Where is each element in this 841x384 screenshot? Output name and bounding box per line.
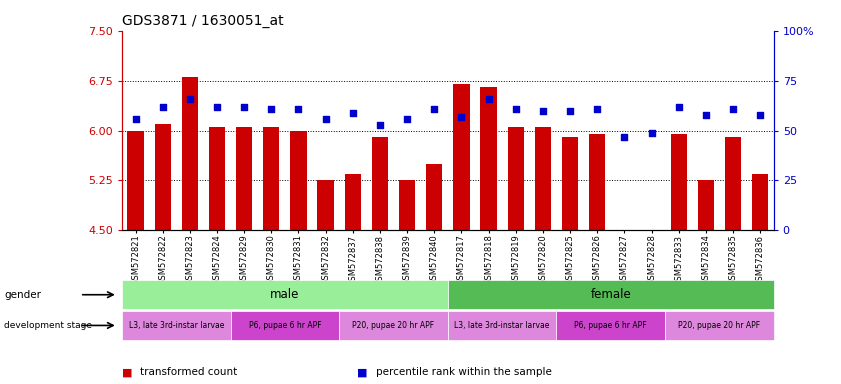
Bar xyxy=(263,127,279,230)
Bar xyxy=(290,131,307,230)
Point xyxy=(617,134,631,140)
Point xyxy=(373,121,387,127)
Bar xyxy=(182,77,198,230)
Bar xyxy=(643,230,659,250)
Bar xyxy=(698,180,714,230)
Text: development stage: development stage xyxy=(4,321,93,330)
Text: P20, pupae 20 hr APF: P20, pupae 20 hr APF xyxy=(352,321,435,330)
Point xyxy=(319,116,332,122)
Point xyxy=(346,109,359,116)
Text: P6, pupae 6 hr APF: P6, pupae 6 hr APF xyxy=(574,321,647,330)
Text: P20, pupae 20 hr APF: P20, pupae 20 hr APF xyxy=(679,321,760,330)
Bar xyxy=(480,87,497,230)
Point xyxy=(754,111,767,118)
Bar xyxy=(426,164,442,230)
Bar xyxy=(453,84,469,230)
Point xyxy=(727,106,740,112)
Bar xyxy=(236,127,252,230)
Point xyxy=(455,114,468,120)
Point xyxy=(210,104,224,110)
Point xyxy=(265,106,278,112)
Point xyxy=(509,106,522,112)
Point xyxy=(156,104,169,110)
Point xyxy=(237,104,251,110)
Text: gender: gender xyxy=(4,290,41,300)
Bar xyxy=(589,134,606,230)
Point xyxy=(292,106,305,112)
Point xyxy=(427,106,441,112)
Point xyxy=(590,106,604,112)
Bar xyxy=(155,124,171,230)
Point xyxy=(563,108,577,114)
Bar xyxy=(318,180,334,230)
Text: GDS3871 / 1630051_at: GDS3871 / 1630051_at xyxy=(122,14,283,28)
Text: male: male xyxy=(270,288,299,301)
Bar xyxy=(209,127,225,230)
Point xyxy=(183,96,197,102)
Bar xyxy=(399,180,415,230)
Point xyxy=(482,96,495,102)
Point xyxy=(699,111,712,118)
Bar xyxy=(725,137,741,230)
Point xyxy=(672,104,685,110)
Bar xyxy=(616,230,632,254)
Text: female: female xyxy=(590,288,631,301)
Text: L3, late 3rd-instar larvae: L3, late 3rd-instar larvae xyxy=(129,321,224,330)
Point xyxy=(645,129,659,136)
Text: P6, pupae 6 hr APF: P6, pupae 6 hr APF xyxy=(249,321,321,330)
Point xyxy=(537,108,550,114)
Point xyxy=(129,116,142,122)
Bar xyxy=(508,127,524,230)
Text: ■: ■ xyxy=(357,367,372,377)
Bar xyxy=(670,134,687,230)
Text: L3, late 3rd-instar larvae: L3, late 3rd-instar larvae xyxy=(454,321,550,330)
Text: transformed count: transformed count xyxy=(140,367,238,377)
Bar xyxy=(562,137,579,230)
Bar xyxy=(752,174,769,230)
Bar xyxy=(535,127,551,230)
Bar xyxy=(127,131,144,230)
Bar xyxy=(345,174,361,230)
Bar xyxy=(372,137,388,230)
Point xyxy=(400,116,414,122)
Text: percentile rank within the sample: percentile rank within the sample xyxy=(376,367,552,377)
Text: ■: ■ xyxy=(122,367,136,377)
